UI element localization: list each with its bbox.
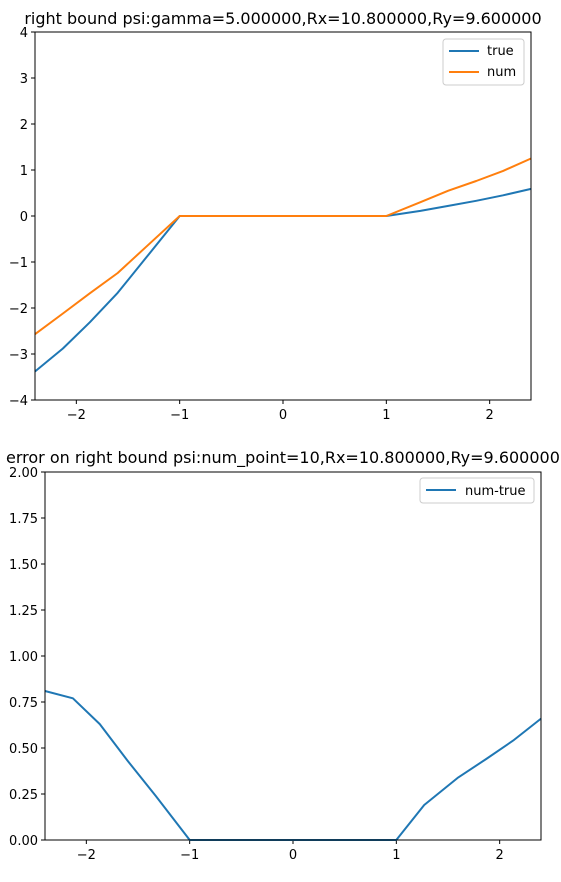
- chart-1-legend: true num: [442, 38, 525, 86]
- chart-2-xtick-label: 1: [392, 848, 400, 863]
- chart-1-ytick-label: 1: [20, 164, 28, 179]
- chart-2-ytick-label: 0.25: [9, 788, 38, 803]
- chart-2-series-num-true-line: [44, 690, 542, 841]
- chart-1-legend-label-true: true: [487, 44, 514, 59]
- chart-1-ytick-label: 4: [20, 26, 28, 41]
- chart-2-ytick-label: 0.50: [9, 742, 38, 757]
- chart-1-plot-frame: [34, 31, 532, 401]
- chart-2-ytick-label: 1.50: [9, 558, 38, 573]
- chart-2-ytick-label: 2.00: [9, 466, 38, 481]
- chart-2-ticks: −2 −1 0 1 2 0.00 0.25 0.50 0.75 1.00 1.25 1.50 1.75 2…: [9, 466, 504, 863]
- chart-1-xtick-label: 2: [486, 408, 494, 423]
- chart-1-ytick-label: −2: [9, 302, 28, 317]
- chart-2-title: error on right bound psi:num_point=10,Rx…: [6, 448, 560, 468]
- chart-2-xtick-label: 0: [289, 848, 297, 863]
- chart-1-ytick-label: 2: [20, 118, 28, 133]
- chart-1-ytick-label: −3: [9, 348, 28, 363]
- chart-1-ytick-label: −4: [9, 394, 28, 409]
- chart-2-ytick-label: 0.00: [9, 834, 38, 849]
- chart-1-legend-label-num: num: [487, 65, 516, 80]
- chart-1-ytick-label: 0: [20, 210, 28, 225]
- chart-2-plot-frame: [44, 471, 542, 841]
- chart-1-xtick-label: −1: [170, 408, 189, 423]
- chart-1-ticks: −2 −1 0 1 2 −4 −3 −2 −1 0 1 2 3 4: [9, 26, 494, 423]
- chart-2-ytick-label: 1.00: [9, 650, 38, 665]
- chart-1-xtick-label: 0: [279, 408, 287, 423]
- chart-1-ytick-label: 3: [20, 72, 28, 87]
- chart-2-ytick-label: 1.75: [9, 512, 38, 527]
- chart-1-xtick-label: 1: [382, 408, 390, 423]
- chart-2-xtick-label: −1: [180, 848, 199, 863]
- chart-1-series-num-line: [34, 157, 532, 336]
- chart-2-ytick-label: 1.25: [9, 604, 38, 619]
- chart-2-series: [44, 690, 542, 841]
- chart-2-legend: num-true: [419, 477, 535, 504]
- chart-2: error on right bound psi:num_point=10,Rx…: [6, 448, 560, 863]
- chart-2-xtick-label: 2: [496, 848, 504, 863]
- chart-1-title: right bound psi:gamma=5.000000,Rx=10.800…: [24, 9, 541, 28]
- chart-2-xtick-label: −2: [77, 848, 96, 863]
- chart-1-ytick-label: −1: [9, 256, 28, 271]
- chart-1: right bound psi:gamma=5.000000,Rx=10.800…: [9, 9, 542, 423]
- chart-1-series: [34, 157, 532, 373]
- chart-2-legend-box: [419, 477, 535, 504]
- chart-1-xtick-label: −2: [67, 408, 86, 423]
- chart-2-ytick-label: 0.75: [9, 696, 38, 711]
- chart-2-legend-label-num-true: num-true: [465, 484, 526, 499]
